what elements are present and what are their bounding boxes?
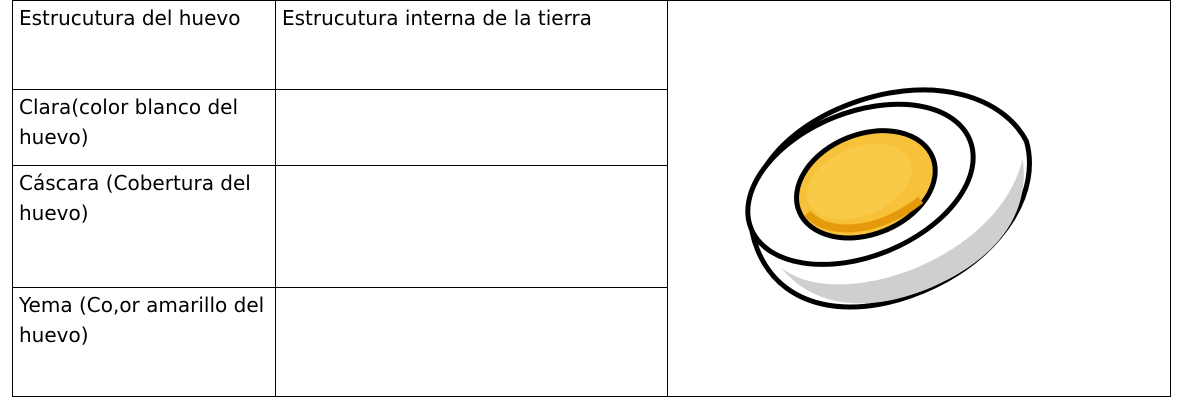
comparison-table: Estrucutura del huevo Estrucutura intern… <box>12 0 1171 397</box>
header-cell: Estrucutura interna de la tierra <box>275 0 668 90</box>
row: Cáscara (Cobertura del huevo) <box>12 165 1171 288</box>
header-row: Estrucutura del huevo Estrucutura intern… <box>12 0 1171 397</box>
row: Clara(color blanco del huevo) <box>12 89 1171 166</box>
header-cell: Estrucutura del huevo <box>12 0 276 90</box>
cell <box>275 287 668 397</box>
egg-illustration <box>745 87 1032 310</box>
cell: Yema (Co,or amarillo del huevo) <box>12 287 276 397</box>
cell <box>275 165 668 288</box>
cell: Clara(color blanco del huevo) <box>12 89 276 166</box>
cell <box>275 89 668 166</box>
cell: Cáscara (Cobertura del huevo) <box>12 165 276 288</box>
image-cell <box>667 0 1171 397</box>
row: Yema (Co,or amarillo del huevo) <box>12 287 1171 397</box>
